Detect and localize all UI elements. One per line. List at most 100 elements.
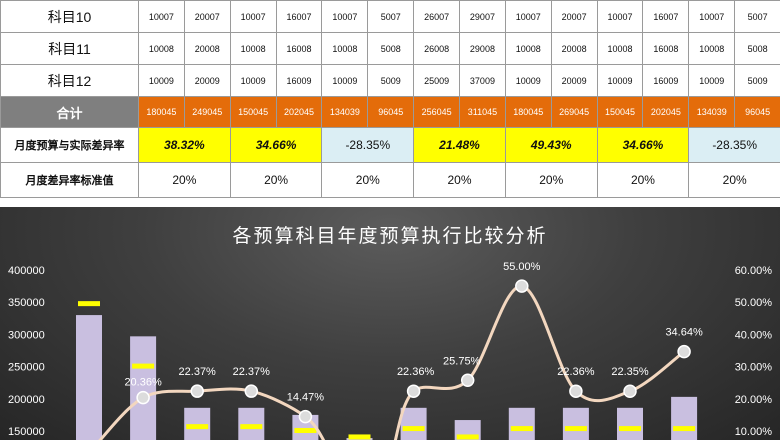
diff-rate-cell[interactable]: -28.35% xyxy=(688,127,780,163)
total-value-cell[interactable]: 96045 xyxy=(367,96,415,128)
value-cell[interactable]: 20007 xyxy=(183,0,231,33)
total-value-cell[interactable]: 134039 xyxy=(688,96,736,128)
target-marker xyxy=(564,426,587,432)
total-value-cell[interactable]: 249045 xyxy=(183,96,231,128)
chart-canvas: 各预算科目年度预算执行比较分析 400000 350000 300000 250000 2… xyxy=(8,225,773,440)
value-cell[interactable]: 20009 xyxy=(183,64,231,97)
y-axis-right-tick: 10.00% xyxy=(735,426,773,438)
diff-rate-cell[interactable]: 49.43% xyxy=(504,127,598,163)
total-value-cell[interactable]: 269045 xyxy=(550,96,598,128)
bar xyxy=(76,315,102,440)
value-cell[interactable]: 20007 xyxy=(550,0,598,33)
value-cell[interactable]: 5008 xyxy=(734,32,780,65)
rate-point xyxy=(244,384,259,398)
value-cell[interactable]: 16009 xyxy=(642,64,690,97)
rate-point xyxy=(515,279,529,293)
rate-point xyxy=(677,344,691,359)
diff-rate-cell[interactable]: 21.48% xyxy=(413,127,506,163)
total-value-cell[interactable]: 150045 xyxy=(596,96,644,128)
value-cell[interactable]: 10009 xyxy=(321,64,369,97)
row-label-cell[interactable]: 科目10 xyxy=(0,0,139,33)
value-cell[interactable]: 37009 xyxy=(459,64,506,97)
row-label-cell[interactable]: 科目11 xyxy=(0,32,139,65)
total-row: 合计 180045 249045 150045 202045 134039 96045 256… xyxy=(0,96,780,128)
value-cell[interactable]: 10009 xyxy=(504,64,552,97)
total-value-cell[interactable]: 202045 xyxy=(642,96,690,128)
standard-rate-cell[interactable]: 20% xyxy=(596,162,690,198)
total-value-cell[interactable]: 202045 xyxy=(275,96,323,128)
standard-rate-cell[interactable]: 20% xyxy=(229,162,323,198)
value-cell[interactable]: 16008 xyxy=(642,32,690,65)
bar xyxy=(508,407,535,440)
value-cell[interactable]: 10009 xyxy=(229,64,277,97)
total-value-cell[interactable]: 256045 xyxy=(413,96,461,128)
value-cell[interactable]: 10008 xyxy=(321,32,369,65)
standard-rate-label-cell[interactable]: 月度差异率标准值 xyxy=(0,162,139,198)
standard-rate-cell[interactable]: 20% xyxy=(138,162,231,198)
value-cell[interactable]: 16009 xyxy=(275,64,323,97)
value-cell[interactable]: 5009 xyxy=(734,64,780,97)
diff-rate-cell[interactable]: 34.66% xyxy=(596,127,690,163)
value-cell[interactable]: 10007 xyxy=(504,0,552,33)
standard-rate-row: 月度差异率标准值 20% 20% 20% 20% 20% 20% 20% xyxy=(0,162,780,198)
total-value-cell[interactable]: 311045 xyxy=(459,96,506,128)
value-cell[interactable]: 10008 xyxy=(229,32,277,65)
value-cell[interactable]: 10009 xyxy=(596,64,644,97)
target-marker xyxy=(619,426,641,432)
value-cell[interactable]: 16008 xyxy=(275,32,323,65)
value-cell[interactable]: 20008 xyxy=(550,32,598,65)
standard-rate-cell[interactable]: 20% xyxy=(413,162,506,198)
rate-point xyxy=(298,409,313,424)
total-label-cell[interactable]: 合计 xyxy=(0,96,139,128)
diff-rate-cell[interactable]: -28.35% xyxy=(321,127,415,163)
value-cell[interactable]: 10007 xyxy=(138,0,185,33)
value-cell[interactable]: 10007 xyxy=(596,0,644,33)
total-value-cell[interactable]: 134039 xyxy=(321,96,369,128)
value-cell[interactable]: 29007 xyxy=(459,0,506,33)
data-label: 14.47% xyxy=(287,392,325,404)
data-label: 25.75% xyxy=(443,355,481,367)
total-value-cell[interactable]: 150045 xyxy=(229,96,277,128)
value-cell[interactable]: 26008 xyxy=(413,32,461,65)
value-cell[interactable]: 20008 xyxy=(183,32,231,65)
target-marker xyxy=(186,424,209,430)
bar xyxy=(562,407,589,440)
value-cell[interactable]: 25009 xyxy=(413,64,461,97)
total-value-cell[interactable]: 180045 xyxy=(138,96,185,128)
value-cell[interactable]: 5009 xyxy=(367,64,415,97)
value-cell[interactable]: 16007 xyxy=(642,0,690,33)
table-row: 科目10 10007 20007 10007 16007 10007 5007 26007 29… xyxy=(0,0,780,33)
total-value-cell[interactable]: 180045 xyxy=(504,96,552,128)
y-axis-right-tick: 60.00% xyxy=(735,265,773,277)
value-cell[interactable]: 10007 xyxy=(229,0,277,33)
value-cell[interactable]: 10009 xyxy=(138,64,185,97)
y-axis-left-tick: 200000 xyxy=(8,394,45,406)
value-cell[interactable]: 5007 xyxy=(734,0,780,33)
diff-rate-cell[interactable]: 38.32% xyxy=(138,127,231,163)
value-cell[interactable]: 10008 xyxy=(138,32,185,65)
value-cell[interactable]: 20009 xyxy=(550,64,598,97)
diff-rate-cell[interactable]: 34.66% xyxy=(229,127,323,163)
value-cell[interactable]: 10008 xyxy=(504,32,552,65)
y-axis-right-tick: 40.00% xyxy=(735,329,773,341)
value-cell[interactable]: 29008 xyxy=(459,32,506,65)
row-label-cell[interactable]: 科目12 xyxy=(0,64,139,97)
value-cell[interactable]: 10008 xyxy=(688,32,736,65)
value-cell[interactable]: 16007 xyxy=(275,0,323,33)
bar xyxy=(184,407,211,440)
rate-point xyxy=(623,384,637,398)
diff-rate-label-cell[interactable]: 月度预算与实际差异率 xyxy=(0,127,139,163)
budget-chart: 各预算科目年度预算执行比较分析 400000 350000 300000 250000 2… xyxy=(0,207,780,440)
value-cell[interactable]: 10007 xyxy=(688,0,736,33)
value-cell[interactable]: 5008 xyxy=(367,32,415,65)
standard-rate-cell[interactable]: 20% xyxy=(321,162,415,198)
value-cell[interactable]: 10007 xyxy=(321,0,369,33)
value-cell[interactable]: 5007 xyxy=(367,0,415,33)
rate-point xyxy=(406,384,421,398)
total-value-cell[interactable]: 96045 xyxy=(734,96,780,128)
standard-rate-cell[interactable]: 20% xyxy=(688,162,780,198)
value-cell[interactable]: 10008 xyxy=(596,32,644,65)
value-cell[interactable]: 10009 xyxy=(688,64,736,97)
value-cell[interactable]: 26007 xyxy=(413,0,461,33)
standard-rate-cell[interactable]: 20% xyxy=(504,162,598,198)
